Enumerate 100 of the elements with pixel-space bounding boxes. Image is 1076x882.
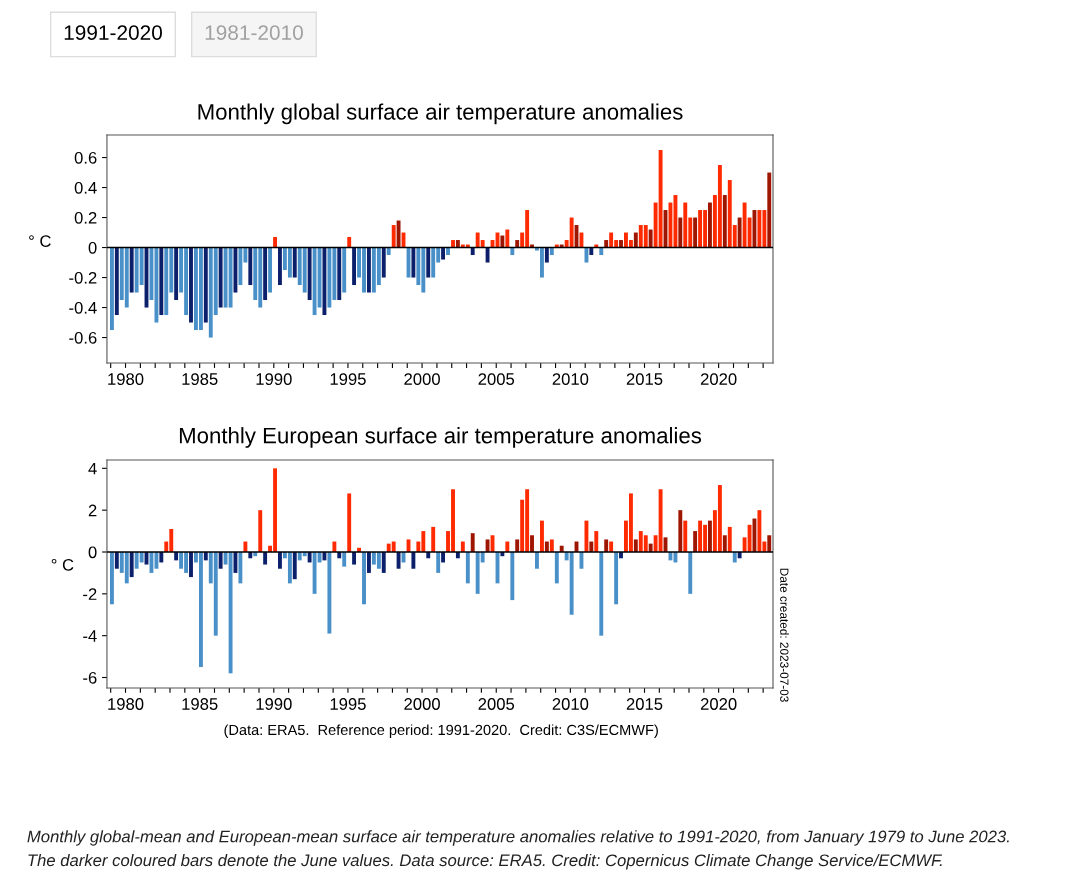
bar <box>683 202 688 248</box>
bar <box>752 518 757 552</box>
bar <box>554 552 559 584</box>
x-tick-label: 2005 <box>478 373 515 385</box>
bar <box>544 247 549 263</box>
x-tick-label: 2020 <box>700 698 737 710</box>
bar <box>569 217 574 248</box>
bar <box>179 552 184 569</box>
bar <box>604 539 609 552</box>
bar <box>174 247 179 301</box>
bar <box>708 202 712 248</box>
bar <box>436 552 441 573</box>
y-axis-title: ° C <box>29 235 51 248</box>
bar <box>307 247 312 301</box>
x-tick-label: 2000 <box>404 698 440 710</box>
y-tick-label: -0.6 <box>69 331 97 344</box>
text: Monthly global-mean and European-mean surface air temperature anomalies relative to 1991-2020, from January 1979 to June 2023. <box>27 830 1009 846</box>
bar <box>683 520 688 552</box>
bar <box>228 247 233 308</box>
y-tick-label: -4 <box>83 630 97 642</box>
bar <box>238 552 243 584</box>
bar <box>287 247 292 278</box>
bar <box>273 237 278 248</box>
bar <box>198 552 203 668</box>
bar <box>757 210 762 248</box>
bar <box>441 247 446 260</box>
bar <box>722 195 727 248</box>
bar <box>747 524 752 552</box>
bar <box>426 247 431 278</box>
x-tick-label: 1985 <box>182 373 218 385</box>
bar <box>228 552 233 674</box>
bar <box>510 552 515 601</box>
bar <box>302 247 307 293</box>
x-tick-label: 2020 <box>700 373 737 385</box>
bar <box>337 247 342 301</box>
x-tick-label: 2010 <box>552 373 589 385</box>
bar <box>327 552 332 634</box>
text: The darker coloured bars denote the June values. Data source: ERA5. Credit: Copernicus Climate Change Service/ECMWF. <box>28 853 942 870</box>
y-axis-title: ° C <box>51 558 74 571</box>
bar <box>500 235 505 248</box>
bar <box>342 247 347 293</box>
bar <box>431 526 436 552</box>
y-tick-label: 0 <box>88 546 97 559</box>
bar <box>727 526 732 552</box>
bar <box>722 535 727 552</box>
bar <box>540 520 544 552</box>
bar <box>411 552 416 569</box>
bar <box>485 247 490 263</box>
bar <box>737 217 742 248</box>
bar <box>658 489 663 552</box>
bar <box>263 247 268 301</box>
x-tick-label: 1990 <box>256 373 292 385</box>
text: 1981-2010 <box>205 25 303 40</box>
x-tick-label: 2015 <box>626 373 663 385</box>
y-tick-label: 2 <box>88 504 97 517</box>
x-tick-label: 1980 <box>108 373 144 385</box>
bar <box>381 552 386 573</box>
bar <box>505 229 510 248</box>
bar <box>114 247 119 316</box>
bar <box>248 247 253 286</box>
bar <box>530 535 534 552</box>
bar <box>263 552 268 565</box>
bar <box>213 552 218 636</box>
chart-title: Monthly global surface air temperature anomalies <box>198 103 683 125</box>
bar <box>609 232 614 248</box>
bar <box>238 247 243 286</box>
bar <box>124 552 129 584</box>
bar <box>614 552 619 605</box>
bar <box>203 247 208 323</box>
bar <box>154 552 159 569</box>
bar <box>218 247 223 308</box>
bar <box>411 247 416 278</box>
bar <box>767 172 772 248</box>
y-tick-label: -0.2 <box>69 271 97 284</box>
text: Date created: 2023-07-03 <box>780 568 789 702</box>
bar <box>164 247 169 316</box>
bar <box>233 247 238 293</box>
bar <box>396 220 401 248</box>
bar <box>124 247 129 308</box>
bar <box>277 247 282 286</box>
bar <box>717 165 722 248</box>
bar <box>347 493 352 552</box>
bar <box>114 552 119 569</box>
bar <box>673 195 678 248</box>
bar <box>352 552 357 565</box>
bar <box>396 552 401 569</box>
bar <box>342 552 347 567</box>
x-tick-label: 1990 <box>256 698 292 710</box>
x-tick-label: 2010 <box>552 698 589 710</box>
bar <box>366 552 371 573</box>
bar <box>189 247 193 323</box>
bar <box>698 210 703 248</box>
bar <box>708 520 712 552</box>
bar <box>327 247 332 308</box>
x-tick-label: 2005 <box>478 698 515 710</box>
bar <box>366 247 371 293</box>
bar <box>767 535 772 552</box>
y-tick-label: 0.6 <box>74 151 97 164</box>
y-tick-label: 0.4 <box>74 181 97 194</box>
x-tick-label: 2015 <box>626 698 663 710</box>
